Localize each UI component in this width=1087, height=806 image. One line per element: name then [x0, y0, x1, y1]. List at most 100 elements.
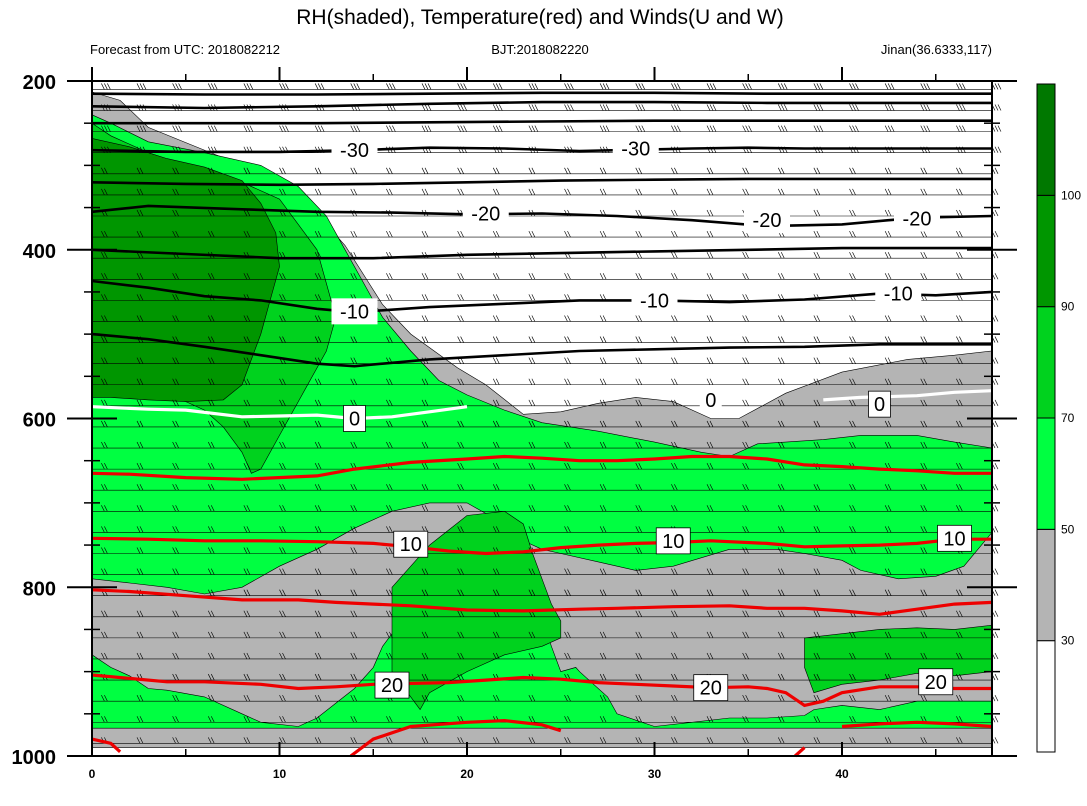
contour-label-text: -20 [903, 209, 932, 231]
y-tick-label: 400 [23, 241, 56, 263]
contour-label: 20 [374, 671, 410, 699]
contour-label: 20 [918, 668, 954, 696]
x-tick-label: 40 [835, 767, 849, 781]
x-tick-label: 0 [89, 767, 96, 781]
y-tick-label: 1000 [12, 747, 57, 769]
contour-label-text: 10 [943, 528, 965, 550]
rh-region-90-100 [91, 138, 280, 402]
contour-label-text: 10 [400, 534, 422, 556]
isotherm-red [91, 737, 122, 753]
colorbar-swatch [1036, 528, 1056, 642]
y-tick-label: 200 [23, 72, 56, 94]
chart-title: RH(shaded), Temperature(red) and Winds(U… [296, 6, 783, 29]
contour-label-text: 0 [705, 390, 716, 412]
contour-label-text: -10 [340, 301, 369, 323]
isotherm-black [91, 100, 992, 110]
isotherm-red [841, 720, 993, 729]
isotherm-black [91, 91, 992, 96]
isotherm-red [91, 673, 992, 708]
colorbar-swatch [1036, 640, 1056, 753]
contour-label: 10 [393, 530, 429, 558]
bjt-time-label: BJT:2018082220 [491, 42, 589, 57]
isotherm-red [91, 454, 992, 481]
wind-barb-row [101, 273, 999, 280]
contour-label: 0 [699, 386, 722, 413]
isotherm-black [92, 119, 992, 125]
contour-label: 10 [937, 524, 972, 552]
wind-barb-row [101, 336, 999, 343]
contour-label-text: -20 [753, 210, 782, 232]
contour-label-text: -10 [640, 290, 669, 312]
contour-label: -10 [331, 298, 378, 325]
colorbar-swatch [1036, 417, 1056, 530]
contour-label: -10 [631, 287, 678, 314]
contour-label-text: 20 [925, 672, 947, 694]
contour-label-text: 0 [349, 409, 360, 431]
wind-barb-row [101, 125, 1002, 132]
contour-label: 0 [868, 390, 891, 418]
colorbar-swatch [1036, 83, 1056, 196]
isotherm-red [349, 718, 562, 758]
isotherm-black [91, 146, 992, 154]
contour-label: -30 [331, 137, 378, 164]
wind-barb-row [101, 589, 999, 596]
contour-label-text: -10 [884, 284, 913, 306]
y-tick-label: 600 [23, 410, 56, 432]
colorbar: 30 50 70 90 100 [1036, 83, 1081, 753]
wind-barb-row [101, 526, 999, 533]
isotherm-black [91, 204, 993, 228]
isotherm-red [794, 746, 806, 758]
wind-barb-row [101, 441, 999, 449]
isotherm-zero [823, 389, 993, 402]
forecast-time-label: Forecast from UTC: 2018082212 [90, 42, 280, 57]
contour-label-text: 20 [381, 675, 403, 697]
wind-barb-row [101, 378, 999, 385]
isotherm-red [91, 588, 993, 616]
wind-barb-row [101, 505, 999, 512]
isotherm-layer [91, 91, 993, 758]
wind-barb-row [101, 716, 999, 723]
contour-label: -20 [462, 200, 509, 227]
isotherm-red [91, 536, 992, 556]
contour-label: 10 [655, 527, 691, 555]
wind-barb-row [101, 631, 999, 639]
wind-barb-row [101, 695, 999, 702]
isotherm-zero [91, 405, 468, 421]
colorbar-level-label: 50 [1061, 522, 1075, 536]
isotherm-black [91, 279, 993, 314]
wind-barb-row [101, 652, 999, 660]
contour-label-text: 20 [700, 678, 722, 700]
wind-barb-row [101, 188, 999, 196]
contour-label: 20 [693, 674, 729, 702]
colorbar-swatch [1036, 194, 1056, 308]
contour-label: -30 [612, 135, 659, 162]
isotherm-black [91, 246, 992, 260]
wind-barb-row [101, 83, 1002, 90]
colorbar-level-label: 70 [1061, 411, 1075, 425]
contour-label-layer: -30 -30 -20 -20 -20 -10 -10 -10 0 0 0 10 10 10 20 20 20 [331, 135, 972, 702]
x-tick-label: 10 [273, 767, 287, 781]
contour-label-text: -30 [340, 140, 369, 162]
station-label: Jinan(36.6333,117) [881, 42, 992, 57]
colorbar-level-label: 90 [1061, 300, 1075, 314]
colorbar-swatch [1036, 306, 1056, 419]
plot-area [91, 81, 993, 756]
contour-label: 0 [343, 405, 366, 432]
x-tick-label: 30 [648, 767, 662, 781]
contour-label-text: -30 [621, 139, 650, 161]
colorbar-level-label: 100 [1061, 188, 1081, 202]
contour-label-text: 10 [662, 531, 684, 553]
wind-barb-row [101, 420, 999, 428]
wind-barb-row [101, 167, 999, 174]
contour-label: -20 [894, 205, 940, 232]
y-tick-label: 800 [23, 578, 56, 600]
colorbar-level-label: 30 [1061, 634, 1075, 648]
isotherm-black [91, 177, 992, 187]
contour-label: -20 [744, 207, 790, 234]
contour-label: -10 [875, 280, 922, 307]
wind-barb-row [101, 484, 999, 491]
contour-label-text: 0 [874, 394, 885, 416]
wind-barb-row [101, 568, 999, 575]
